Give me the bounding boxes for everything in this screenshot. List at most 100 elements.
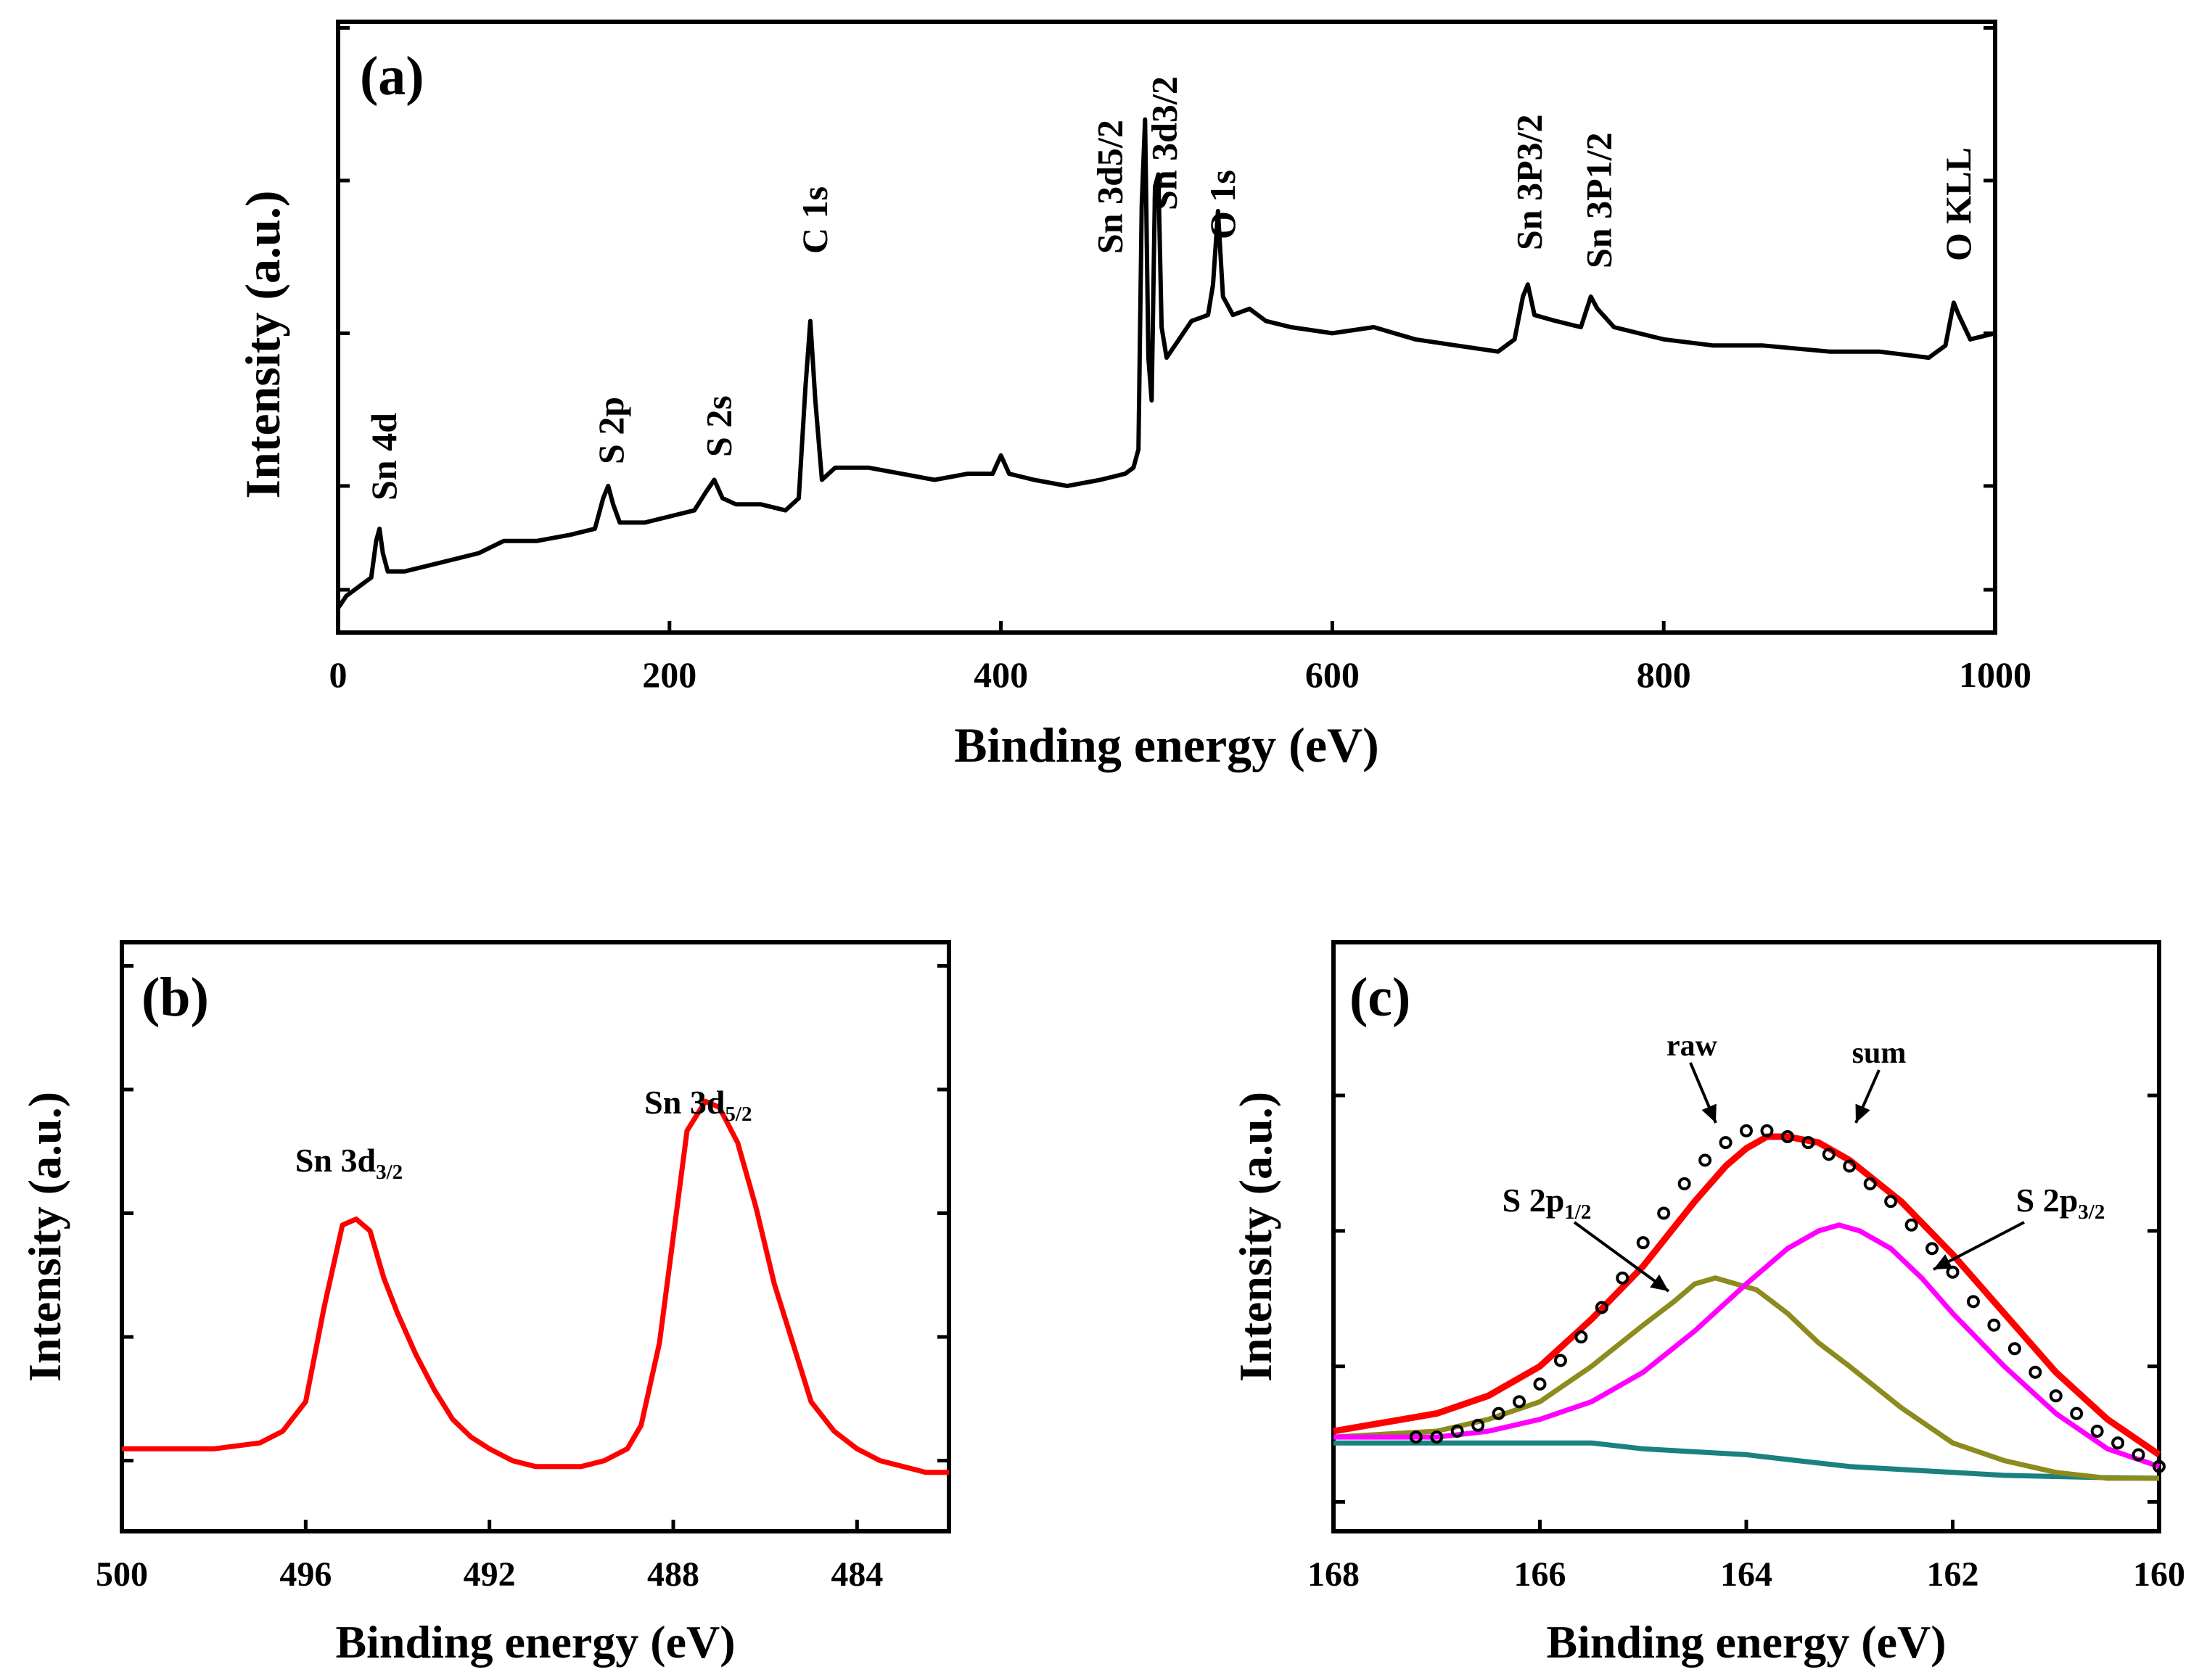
panel-c-raw-point-3: [1471, 1418, 1485, 1432]
panel-c-raw-point-17: [1760, 1124, 1774, 1137]
panel-c-raw-point-4: [1492, 1407, 1505, 1420]
panel-b-xtick-label-0: 500: [96, 1555, 148, 1594]
panel-a-peak-label-7: Sn 3P3/2: [1508, 114, 1549, 250]
panel-c-arrow-2: [1573, 1221, 1670, 1293]
panel-b-label: (b): [141, 967, 209, 1028]
panel-a-yticks: [338, 25, 1995, 592]
panel-c-s2p12-label: S 2p1/2: [1503, 1182, 1592, 1224]
panel-b-peak-labels: Sn 3d3/2 Sn 3d5/2: [295, 1084, 752, 1184]
panel-c-raw-point-12: [1657, 1206, 1671, 1220]
panel-c-raw-point-23: [1884, 1195, 1898, 1208]
panel-c-raw-point-35: [2132, 1448, 2145, 1462]
panel-c-raw-point-5: [1513, 1395, 1526, 1409]
panel-a-survey-line: [336, 117, 1996, 609]
panel-a-frame: [336, 20, 1997, 635]
panel-c-raw-point-29: [2007, 1342, 2021, 1356]
panel-c-raw-point-10: [1616, 1271, 1629, 1285]
panel-c-xtick-label-0: 168: [1307, 1555, 1360, 1594]
panel-c-raw-point-26: [1946, 1265, 1960, 1279]
panel-b-xtick-label-4: 484: [831, 1555, 883, 1594]
panel-c-raw-point-36: [2153, 1459, 2166, 1473]
panel-a-peak-label-1: S 2p: [591, 397, 631, 464]
panel-c-raw-point-9: [1595, 1301, 1608, 1314]
panel-c-annotations: raw sum S 2p1/2 S 2p3/2: [1503, 1029, 2105, 1293]
panel-c-raw-point-20: [1822, 1148, 1836, 1161]
panel-c-background-line: [1333, 1440, 2160, 1481]
panel-c-raw-point-13: [1677, 1177, 1691, 1190]
panel-c-raw-point-14: [1698, 1153, 1712, 1167]
panel-c-label: (c): [1349, 967, 1410, 1028]
panel-c-xtick-label-2: 164: [1720, 1555, 1772, 1594]
panel-a-xtick-label-3: 600: [1305, 654, 1360, 695]
panel-a-xticks: 0 200 400 600 800 1000: [329, 621, 2031, 695]
panel-c-arrowhead-1: [1855, 1103, 1870, 1123]
panel-a-xtick-label-2: 400: [974, 654, 1028, 695]
panel-c-raw-point-31: [2049, 1389, 2063, 1403]
panel-a-peak-labels: Sn 4d S 2p S 2s C 1s Sn 3d5/2 Sn 3d3/2 O 1s Sn …: [363, 76, 1978, 501]
panel-c-xtick-label-4: 160: [2133, 1555, 2185, 1594]
panel-b-frame: [120, 940, 951, 1533]
panel-b-ylabel: Intensity (a.u.): [19, 1092, 70, 1382]
panel-c-arrowhead-2: [1650, 1274, 1669, 1291]
panel-c-raw-point-30: [2029, 1365, 2042, 1379]
panel-a-label: (a): [360, 46, 424, 107]
panel-a-xlabel: Binding energy (eV): [954, 717, 1379, 773]
panel-a: 0 200 400 600 800 1000 Sn 4d S 2p S 2s C 1s Sn 3d…: [235, 20, 2031, 773]
panel-a-peak-label-9: O KLL: [1938, 147, 1978, 261]
panel-a-xtick-label-0: 0: [329, 654, 348, 695]
panel-c-xtick-label-3: 162: [1927, 1555, 1979, 1594]
panel-c-raw-point-7: [1553, 1354, 1567, 1367]
panel-a-ylabel: Intensity (a.u.): [235, 190, 290, 498]
panel-c-raw-point-22: [1863, 1177, 1877, 1190]
panel-a-peak-label-6: O 1s: [1202, 170, 1243, 239]
panel-c-raw-point-24: [1904, 1218, 1918, 1232]
panel-c-xlabel: Binding energy (eV): [1546, 1616, 1946, 1668]
panel-c-raw-point-21: [1843, 1159, 1857, 1173]
panel-b-xlabel: Binding energy (eV): [335, 1616, 735, 1668]
panel-b-peak-label-0: Sn 3d3/2: [295, 1142, 403, 1184]
panel-c-arrowhead-3: [1933, 1254, 1953, 1269]
panel-c-xticks: 168 166 164 162 160: [1307, 1520, 2185, 1594]
panel-a-xtick-label-1: 200: [642, 654, 696, 695]
panel-c-xtick-label-1: 166: [1514, 1555, 1566, 1594]
panel-c-raw-point-11: [1636, 1236, 1650, 1250]
panel-c-raw-point-0: [1409, 1430, 1423, 1444]
panel-c-raw-point-1: [1430, 1430, 1444, 1444]
panel-c-sum-label: sum: [1852, 1037, 1907, 1070]
panel-c-raw-point-8: [1574, 1330, 1588, 1344]
panel-b-xtick-label-3: 488: [647, 1555, 699, 1594]
panel-c-raw-point-34: [2111, 1436, 2125, 1450]
panel-a-peak-label-0: Sn 4d: [363, 413, 404, 501]
panel-c-series: [1333, 1124, 2166, 1481]
panel-c-yticks: [1333, 1093, 2159, 1504]
panel-b-xtick-label-1: 496: [279, 1555, 332, 1594]
panel-c-raw-point-6: [1533, 1378, 1547, 1391]
panel-a-xtick-label-5: 1000: [1959, 654, 2031, 695]
panel-c: 168 166 164 162 160 raw sum S 2p1/2 S 2p3/2 (c)…: [1230, 940, 2185, 1668]
panel-b-xtick-label-2: 492: [464, 1555, 516, 1594]
panel-c-raw-point-16: [1740, 1124, 1753, 1137]
panel-b-sn3d-line: [122, 1098, 949, 1475]
panel-c-s-2p3-2-line: [1333, 1222, 2161, 1470]
panel-c-raw-point-18: [1780, 1129, 1794, 1143]
panel-c-raw-point-32: [2070, 1407, 2084, 1420]
panel-c-ylabel: Intensity (a.u.): [1230, 1092, 1281, 1382]
panel-b-yticks: [122, 963, 949, 1463]
panel-b: 500 496 492 488 484 Sn 3d3/2 Sn 3d5/2 (b) Bin…: [19, 940, 951, 1668]
panel-a-peak-label-5: Sn 3d3/2: [1144, 76, 1185, 210]
panel-c-raw-label: raw: [1666, 1029, 1718, 1063]
panel-c-s2p32-label: S 2p3/2: [2016, 1182, 2105, 1224]
panel-a-peak-label-4: Sn 3d5/2: [1089, 120, 1130, 254]
panel-b-peak-label-1: Sn 3d5/2: [644, 1084, 752, 1126]
panel-a-xtick-label-4: 800: [1637, 654, 1691, 695]
panel-c-raw-point-27: [1966, 1295, 1980, 1309]
panel-c-raw-point-25: [1925, 1242, 1939, 1256]
panel-a-peak-label-3: C 1s: [794, 186, 835, 254]
panel-a-peak-label-8: Sn 3P1/2: [1578, 132, 1619, 268]
panel-c-arrowhead-0: [1701, 1103, 1717, 1123]
panel-b-xticks: 500 496 492 488 484: [96, 1520, 883, 1594]
panel-c-raw-point-28: [1987, 1318, 2001, 1332]
panel-c-raw-point-15: [1719, 1136, 1733, 1150]
panel-c-raw-point-19: [1801, 1136, 1815, 1150]
